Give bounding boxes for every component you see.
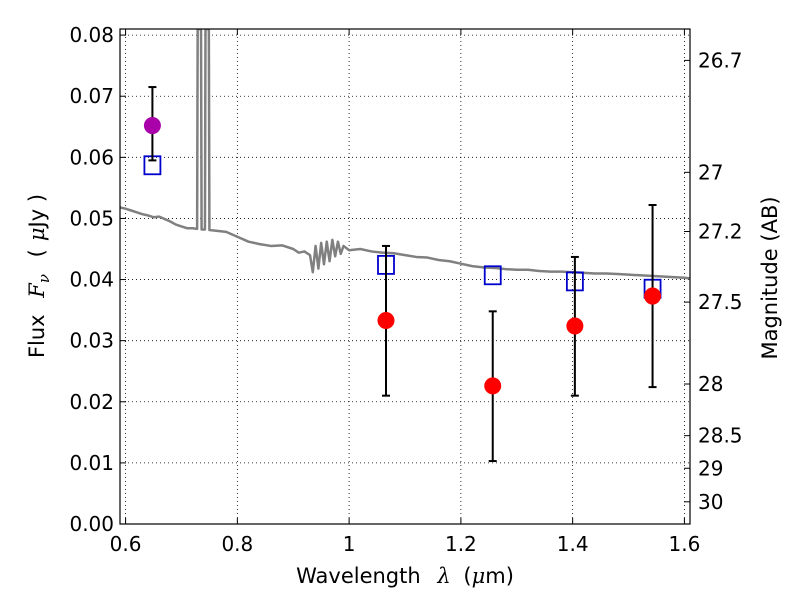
x-tick-label: 1 <box>343 532 356 556</box>
x-tick-label: 0.6 <box>110 532 142 556</box>
observed-flux-marker <box>143 117 161 135</box>
y-tick-label: 0.03 <box>69 329 114 353</box>
y-tick-label: 0.08 <box>69 23 114 47</box>
x-axis-unit-mu: μ <box>472 564 486 588</box>
y-axis-symbol: F <box>25 282 49 299</box>
x-axis-symbol: λ <box>436 564 450 588</box>
observed-flux-marker <box>644 287 662 305</box>
observed-flux-marker <box>566 317 584 335</box>
x-tick-label: 1.4 <box>557 532 589 556</box>
y2-tick-label: 29 <box>698 456 723 480</box>
y-tick-label: 0.05 <box>69 206 114 230</box>
x-tick-label: 0.8 <box>221 532 253 556</box>
y-axis-unit-open: ( <box>25 249 49 257</box>
plot-frame <box>119 28 691 525</box>
y-tick-label: 0.00 <box>69 512 114 536</box>
y2-tick-label: 27.5 <box>698 290 743 314</box>
x-axis-unit-open: ( <box>463 564 471 588</box>
x-axis-title-prefix: Wavelength <box>296 564 421 588</box>
plot-area <box>120 29 690 524</box>
x-axis-title: Wavelength λ (μm) <box>296 564 514 588</box>
y-tick-label: 0.06 <box>69 145 114 169</box>
y-tick-label: 0.04 <box>69 268 114 292</box>
data-layer <box>120 29 690 463</box>
y-tick-label: 0.07 <box>69 84 114 108</box>
y2-tick-label: 30 <box>698 490 723 514</box>
y-axis-title: Flux Fν ( μJy ) <box>25 194 54 358</box>
tick-labels: 0.6 0.8 1 1.2 1.4 1.6 0.00 0.01 0.02 0.03 0.04 0.05… <box>69 23 742 556</box>
tick-marks <box>120 29 690 525</box>
y2-tick-label: 28.5 <box>698 424 743 448</box>
y2-axis-title: Magnitude (AB) <box>758 196 782 359</box>
x-tick-label: 1.6 <box>669 532 701 556</box>
model-spectrum-line <box>120 29 690 280</box>
y-axis-unit-mu: μ <box>25 227 49 241</box>
y-axis-unit-rest: Jy ) <box>25 194 49 230</box>
y-axis-title-prefix: Flux <box>25 314 49 358</box>
y2-tick-label: 28 <box>698 372 723 396</box>
y2-tick-label: 26.7 <box>698 48 743 72</box>
x-axis-unit-rest: m) <box>485 564 514 588</box>
model-square-marker <box>483 265 502 286</box>
y-axis-symbol-subscript: ν <box>35 274 53 283</box>
y2-tick-label: 27.2 <box>698 219 743 243</box>
y-tick-label: 0.02 <box>69 390 114 414</box>
x-tick-label: 1.2 <box>445 532 477 556</box>
observed-flux-marker <box>377 312 395 329</box>
observed-flux-marker <box>484 377 502 395</box>
y-tick-label: 0.01 <box>69 451 114 475</box>
y2-tick-label: 27 <box>698 160 723 184</box>
